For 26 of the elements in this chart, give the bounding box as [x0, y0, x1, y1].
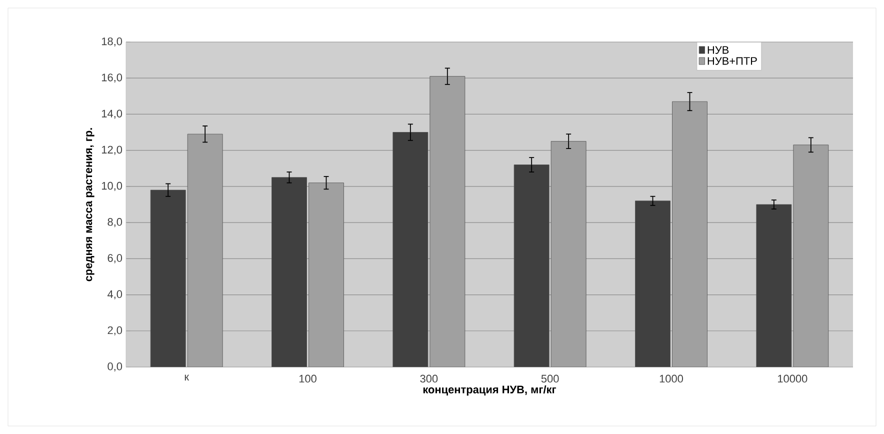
y-tick-label: 16,0 — [102, 74, 122, 83]
y-tick-label: 10,0 — [102, 182, 122, 191]
y-tick-label: 4,0 — [107, 290, 122, 300]
x-axis-title: концентрация НУВ, мг/кг — [423, 385, 556, 396]
bar — [308, 182, 344, 367]
y-tick-label: 14,0 — [102, 110, 122, 119]
legend-label: НУВ — [708, 46, 729, 54]
x-tick-label: 1000 — [660, 374, 683, 383]
legend-label: НУВ+ПТР — [708, 57, 757, 65]
bar — [550, 141, 586, 367]
y-tick-label: 12,0 — [102, 146, 122, 155]
x-tick-label: 10000 — [778, 374, 808, 383]
y-tick-label: 18,0 — [102, 37, 122, 47]
y-tick-label: 6,0 — [108, 254, 122, 264]
bar — [672, 101, 708, 367]
bar — [430, 76, 466, 367]
x-tick-label: 500 — [541, 374, 559, 383]
y-tick-label: 2,0 — [108, 326, 122, 336]
x-tick-label: к — [184, 374, 190, 381]
y-axis-title: средняя масса растения, гр. — [86, 128, 94, 282]
y-tick-label: 8,0 — [108, 218, 122, 228]
bar — [187, 134, 223, 367]
x-tick-label: 100 — [299, 374, 316, 383]
y-tick-label: 0,0 — [108, 362, 122, 372]
x-tick-label: 300 — [420, 374, 438, 383]
bar — [793, 144, 829, 367]
